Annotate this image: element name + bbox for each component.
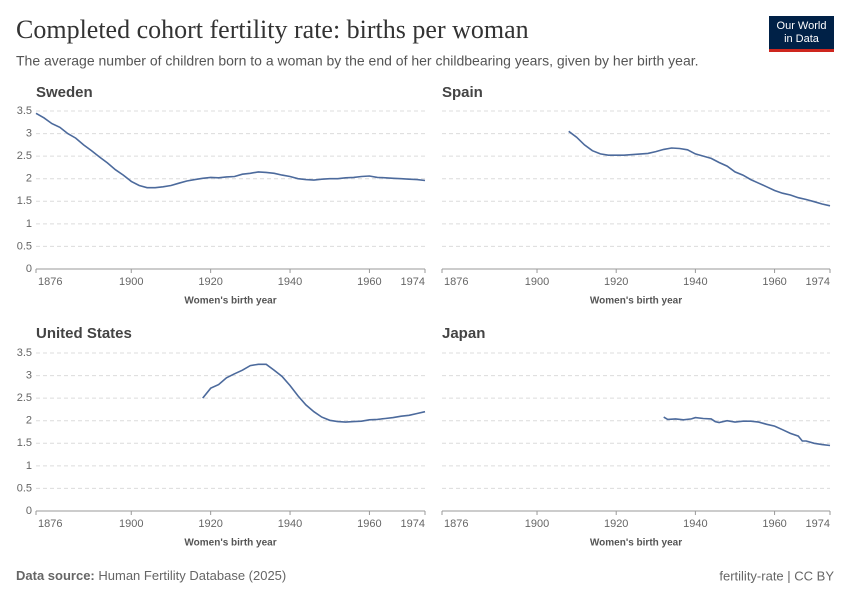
- y-tick-label: 0.5: [17, 240, 32, 252]
- x-tick-label: 1940: [683, 276, 707, 288]
- logo-text: in Data: [784, 33, 820, 45]
- x-tick-label: 1960: [357, 276, 381, 288]
- y-tick-label: 2.5: [17, 392, 32, 404]
- x-tick-label: 1920: [604, 518, 628, 530]
- x-tick-label: 1900: [119, 518, 143, 530]
- panel-title: Sweden: [36, 84, 93, 101]
- source: Human Fertility Database (2025): [98, 568, 286, 583]
- y-tick-label: 0.5: [17, 482, 32, 494]
- y-tick-label: 2.5: [17, 150, 32, 162]
- x-axis-label: Women's birth year: [184, 296, 276, 307]
- y-tick-label: 0: [26, 263, 32, 275]
- footer-source: Data source: Human Fertility Database (2…: [16, 568, 286, 583]
- y-tick-label: 1.5: [17, 437, 32, 449]
- y-tick-label: 0: [26, 505, 32, 517]
- x-tick-label: 1876: [444, 276, 468, 288]
- chart-title: Completed cohort fertility rate: births …: [16, 15, 529, 44]
- y-tick-label: 3: [26, 127, 32, 139]
- x-tick-label: 1900: [525, 518, 549, 530]
- chart-subtitle: The average number of children born to a…: [16, 53, 699, 69]
- line: [568, 130, 831, 207]
- y-tick-label: 3: [26, 369, 32, 381]
- x-tick-label: 1920: [198, 518, 222, 530]
- x-tick-label: 1960: [762, 518, 786, 530]
- y-tick-label: 1: [26, 460, 32, 472]
- panel-title: Japan: [442, 325, 485, 342]
- x-tick-label: 1876: [38, 518, 62, 530]
- logo-text: Our World: [777, 20, 827, 32]
- y-tick-label: 1.5: [17, 195, 32, 207]
- line: [202, 363, 426, 423]
- x-tick-label: 1920: [604, 276, 628, 288]
- x-tick-label: 1920: [198, 276, 222, 288]
- x-axis-label: Women's birth year: [184, 538, 276, 549]
- y-tick-label: 3.5: [17, 347, 32, 359]
- x-tick-label: 1940: [683, 518, 707, 530]
- x-axis-label: Women's birth year: [590, 538, 682, 549]
- logo-bar: [769, 49, 834, 52]
- line: [35, 112, 426, 189]
- source-label: Data source:: [16, 568, 95, 583]
- y-tick-label: 1: [26, 218, 32, 230]
- x-tick-label: 1900: [525, 276, 549, 288]
- panel-title: United States: [36, 325, 132, 342]
- x-tick-label: 1900: [119, 276, 143, 288]
- line: [663, 416, 831, 447]
- x-tick-label: 1876: [38, 276, 62, 288]
- x-tick-label: 1876: [444, 518, 468, 530]
- x-tick-label: 1974: [401, 518, 425, 530]
- footer-license: fertility-rate | CC BY: [719, 568, 834, 583]
- x-tick-label: 1940: [278, 276, 302, 288]
- panel-title: Spain: [442, 84, 483, 101]
- y-tick-label: 2: [26, 173, 32, 185]
- x-tick-label: 1974: [806, 276, 830, 288]
- x-tick-label: 1960: [762, 276, 786, 288]
- x-tick-label: 1940: [278, 518, 302, 530]
- x-tick-label: 1960: [357, 518, 381, 530]
- x-axis-label: Women's birth year: [590, 296, 682, 307]
- x-tick-label: 1974: [806, 518, 830, 530]
- x-tick-label: 1974: [401, 276, 425, 288]
- logo: [769, 16, 834, 50]
- y-tick-label: 2: [26, 415, 32, 427]
- y-tick-label: 3.5: [17, 105, 32, 117]
